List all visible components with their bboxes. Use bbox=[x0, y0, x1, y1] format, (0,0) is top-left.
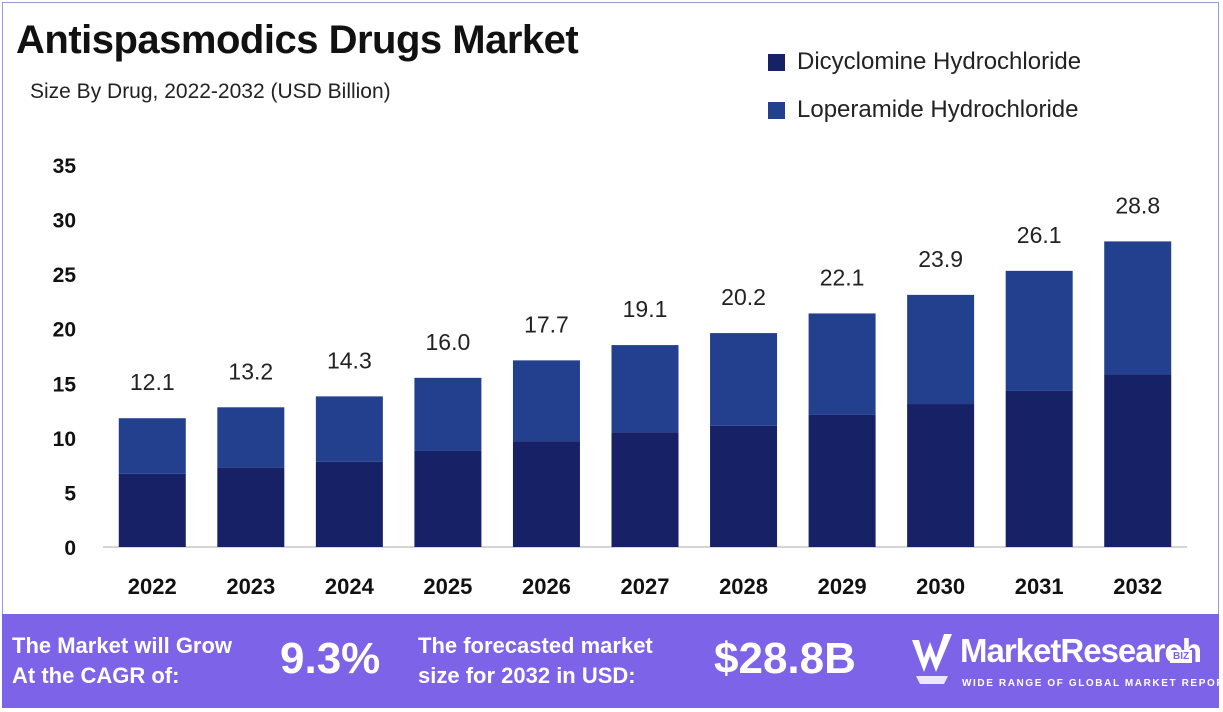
total-label-2032: 28.8 bbox=[1115, 192, 1160, 218]
bar-dicyclomine-2025 bbox=[414, 450, 482, 547]
x-tick-label-2024: 2024 bbox=[325, 574, 375, 599]
logo-tagline: WIDE RANGE OF GLOBAL MARKET REPORTS bbox=[962, 678, 1223, 689]
bar-loperamide-2026 bbox=[512, 360, 580, 442]
legend-label-dicyclomine: Dicyclomine Hydrochloride bbox=[797, 48, 1082, 75]
cagr-label-line2: At the CAGR of: bbox=[12, 663, 180, 688]
legend-swatch-dicyclomine bbox=[768, 53, 785, 71]
y-tick-label-25: 25 bbox=[53, 264, 77, 287]
total-label-2025: 16.0 bbox=[426, 329, 471, 355]
chart-title: Antispasmodics Drugs Market bbox=[16, 18, 579, 62]
y-tick-label-10: 10 bbox=[53, 428, 76, 451]
bar-dicyclomine-2031 bbox=[1005, 390, 1073, 547]
marketresearch-logo[interactable]: MarketResearch BIZ WIDE RANGE OF GLOBAL … bbox=[908, 628, 1223, 694]
total-label-2026: 17.7 bbox=[524, 311, 569, 337]
x-tick-label-2032: 2032 bbox=[1113, 574, 1162, 599]
x-tick-label-2028: 2028 bbox=[719, 574, 768, 599]
bar-dicyclomine-2032 bbox=[1104, 374, 1172, 547]
bar-dicyclomine-2029 bbox=[808, 414, 876, 547]
cagr-label: The Market will Grow At the CAGR of: bbox=[12, 631, 232, 691]
legend-item-loperamide[interactable]: Loperamide Hydrochloride bbox=[768, 86, 1081, 134]
bar-loperamide-2022 bbox=[118, 418, 186, 474]
x-tick-label-2029: 2029 bbox=[818, 574, 867, 599]
bar-loperamide-2028 bbox=[710, 333, 778, 426]
logo-name: MarketResearch bbox=[960, 632, 1202, 669]
total-label-2031: 26.1 bbox=[1017, 222, 1062, 248]
x-tick-label-2026: 2026 bbox=[522, 574, 571, 599]
total-label-2022: 12.1 bbox=[130, 369, 175, 395]
bar-dicyclomine-2024 bbox=[315, 461, 383, 547]
x-tick-label-2025: 2025 bbox=[423, 574, 472, 599]
bar-dicyclomine-2026 bbox=[512, 441, 580, 547]
bar-dicyclomine-2028 bbox=[710, 425, 778, 547]
bar-loperamide-2032 bbox=[1104, 241, 1172, 375]
logo-badge: BIZ bbox=[1170, 650, 1193, 663]
bar-loperamide-2027 bbox=[611, 345, 679, 433]
bar-loperamide-2024 bbox=[315, 396, 383, 462]
bar-loperamide-2029 bbox=[808, 313, 876, 415]
total-label-2029: 22.1 bbox=[820, 264, 865, 290]
x-tick-label-2023: 2023 bbox=[226, 574, 275, 599]
y-tick-label-15: 15 bbox=[53, 373, 77, 396]
y-tick-label-20: 20 bbox=[53, 319, 76, 342]
legend-label-loperamide: Loperamide Hydrochloride bbox=[797, 96, 1079, 123]
bar-loperamide-2023 bbox=[217, 407, 285, 468]
bar-chart: 0510152025303512.1202213.2202314.3202416… bbox=[53, 155, 1187, 599]
total-label-2023: 13.2 bbox=[228, 358, 273, 384]
bar-dicyclomine-2022 bbox=[118, 473, 186, 547]
total-label-2030: 23.9 bbox=[918, 246, 963, 272]
bar-dicyclomine-2030 bbox=[907, 404, 975, 547]
legend-item-dicyclomine[interactable]: Dicyclomine Hydrochloride bbox=[768, 38, 1081, 86]
x-tick-label-2027: 2027 bbox=[621, 574, 670, 599]
bar-dicyclomine-2023 bbox=[217, 467, 285, 547]
total-label-2028: 20.2 bbox=[721, 284, 766, 310]
forecast-label: The forecasted market size for 2032 in U… bbox=[418, 631, 653, 691]
legend-swatch-loperamide bbox=[768, 101, 785, 119]
x-tick-label-2031: 2031 bbox=[1015, 574, 1064, 599]
logo-mark-icon bbox=[912, 634, 952, 684]
x-tick-label-2030: 2030 bbox=[916, 574, 965, 599]
bar-loperamide-2025 bbox=[414, 377, 482, 451]
chart-subtitle: Size By Drug, 2022-2032 (USD Billion) bbox=[30, 80, 391, 103]
forecast-value: $28.8B bbox=[714, 634, 856, 683]
forecast-label-line2: size for 2032 in USD: bbox=[418, 663, 636, 688]
y-tick-label-30: 30 bbox=[53, 210, 76, 233]
legend: Dicyclomine Hydrochloride Loperamide Hyd… bbox=[768, 38, 1081, 134]
total-label-2027: 19.1 bbox=[623, 296, 668, 322]
y-tick-label-0: 0 bbox=[64, 537, 76, 560]
cagr-value: 9.3% bbox=[280, 634, 381, 683]
cagr-label-line1: The Market will Grow bbox=[12, 633, 233, 658]
y-tick-label-5: 5 bbox=[64, 482, 76, 505]
summary-banner: The Market will Grow At the CAGR of: 9.3… bbox=[2, 614, 1223, 708]
x-tick-label-2022: 2022 bbox=[128, 574, 177, 599]
bar-loperamide-2030 bbox=[907, 294, 975, 405]
total-label-2024: 14.3 bbox=[327, 347, 372, 373]
bar-loperamide-2031 bbox=[1005, 270, 1073, 391]
bar-dicyclomine-2027 bbox=[611, 432, 679, 547]
y-tick-label-35: 35 bbox=[53, 155, 77, 178]
forecast-label-line1: The forecasted market bbox=[418, 633, 653, 658]
